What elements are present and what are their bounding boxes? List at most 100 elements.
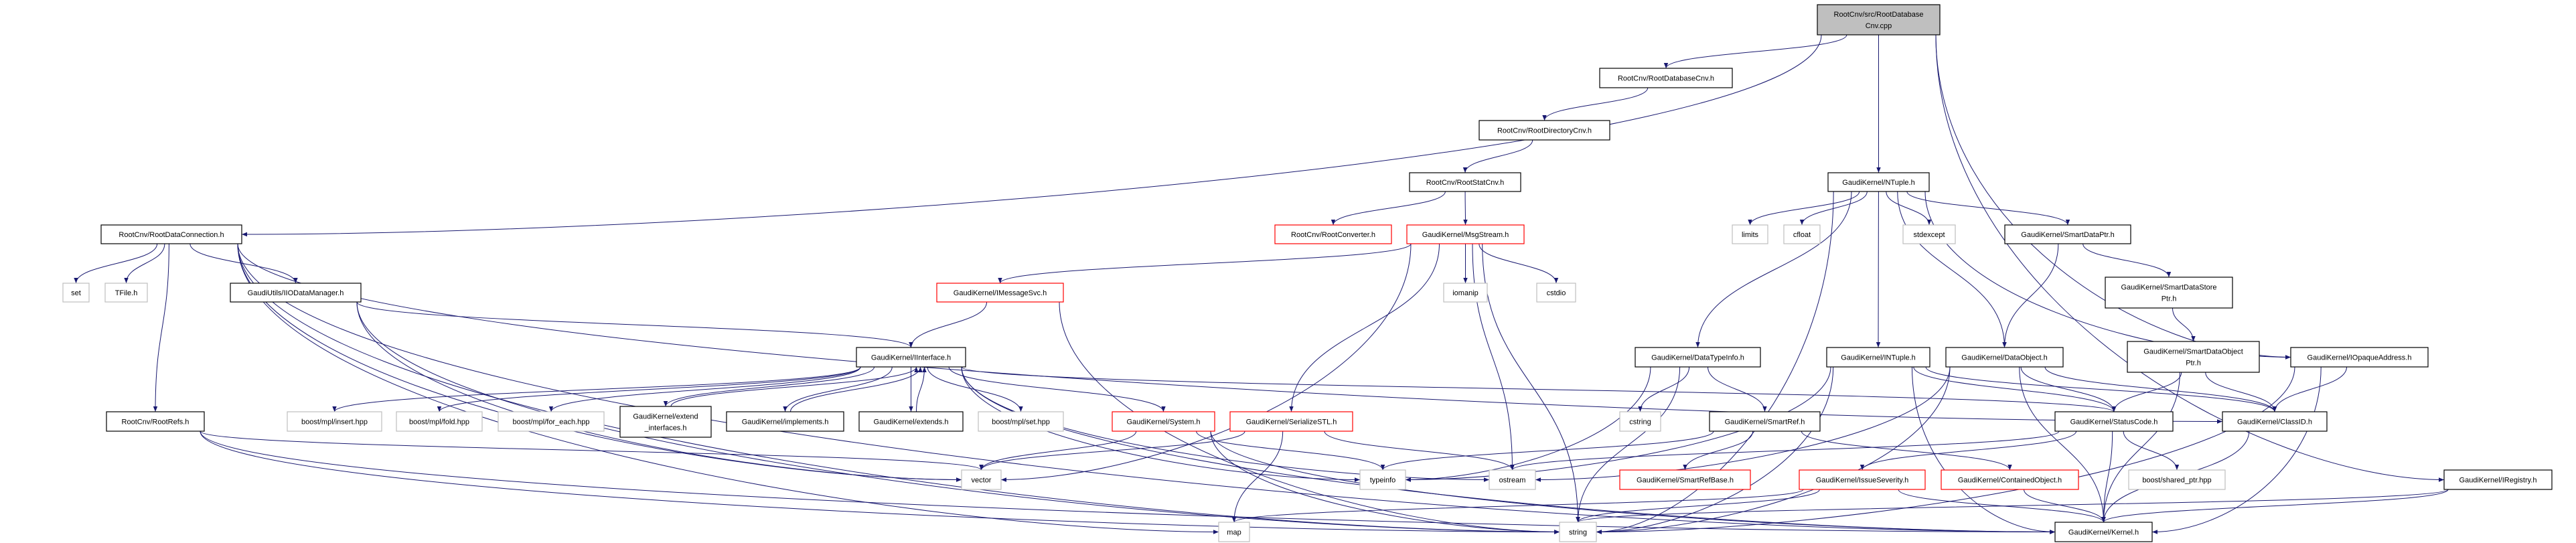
node-ntuple[interactable]: GaudiKernel/NTuple.h — [1827, 172, 1930, 192]
node-typeinfo[interactable]: typeinfo — [1359, 469, 1406, 490]
edge-intuple-to-typeinfo — [1405, 366, 1831, 482]
node-cfloat[interactable]: cfloat — [1783, 224, 1821, 244]
node-label: RootCnv/RootDataConnection.h — [119, 231, 224, 239]
edge-dti-to-cstring — [1638, 366, 1690, 412]
node-sdsptr[interactable]: GaudiKernel/SmartDataStore Ptr.h — [2105, 277, 2233, 309]
node-label: RootCnv/RootDirectoryCnv.h — [1497, 127, 1592, 135]
nodes-layer: RootCnv/src/RootDatabase Cnv.cpp RootCnv/R… — [62, 4, 2553, 542]
node-label: cstring — [1629, 418, 1651, 426]
edge-extends-to-iinterface — [916, 366, 927, 412]
node-label: GaudiKernel/INTuple.h — [1841, 354, 1916, 362]
node-extends[interactable]: GaudiKernel/extends.h — [858, 411, 964, 432]
node-mset[interactable]: boost/mpl/set.hpp — [978, 411, 1064, 432]
node-label: map — [1227, 529, 1241, 537]
node-label: typeinfo — [1370, 477, 1396, 485]
node-iiodm[interactable]: GaudiUtils/IIODataManager.h — [230, 283, 362, 303]
node-sdoptr[interactable]: GaudiKernel/SmartDataObject Ptr.h — [2127, 341, 2260, 373]
edge-ntuple-to-dti — [1695, 191, 1852, 348]
node-serstl[interactable]: GaudiKernel/SerializeSTL.h — [1229, 411, 1353, 432]
node-sdptr[interactable]: GaudiKernel/SmartDataPtr.h — [2004, 224, 2131, 244]
node-cstring[interactable]: cstring — [1619, 411, 1661, 432]
node-extif[interactable]: GaudiKernel/extend _interfaces.h — [619, 406, 712, 438]
edge-sdptr-to-dataobj — [2002, 243, 2059, 348]
node-box — [106, 411, 205, 432]
node-label: RootCnv/RootDatabaseCnv.h — [1618, 75, 1714, 83]
node-box — [2127, 341, 2260, 373]
node-box — [726, 411, 844, 432]
node-label: stdexcept — [1913, 231, 1945, 239]
node-kernel[interactable]: GaudiKernel/Kernel.h — [2054, 522, 2153, 542]
edge-iinterface-to-system — [948, 366, 1166, 412]
node-rdataconn[interactable]: RootCnv/RootDataConnection.h — [100, 224, 242, 244]
edge-rootrefs-to-vector — [200, 431, 984, 471]
node-mfold[interactable]: boost/mpl/fold.hpp — [396, 411, 483, 432]
node-rdbcnv[interactable]: RootCnv/RootDatabaseCnv.h — [1599, 68, 1733, 88]
node-string[interactable]: string — [1559, 522, 1597, 542]
node-box — [1732, 224, 1768, 244]
node-srbase[interactable]: GaudiKernel/SmartRefBase.h — [1619, 469, 1751, 490]
node-root[interactable]: RootCnv/src/RootDatabase Cnv.cpp — [1817, 4, 1941, 35]
node-sharedptr[interactable]: boost/shared_ptr.hpp — [2128, 469, 2226, 490]
edge-iiodm-to-iinterface — [356, 301, 913, 348]
edge-iregistry-to-kernel — [2101, 489, 2449, 523]
node-set[interactable]: set — [62, 283, 90, 303]
node-rconv[interactable]: RootCnv/RootConverter.h — [1274, 224, 1392, 244]
edge-ntuple-to-iopaque — [1924, 191, 2291, 360]
node-limits[interactable]: limits — [1732, 224, 1768, 244]
edge-rdircnv-to-rstatcnv — [1462, 139, 1533, 173]
node-box — [1536, 283, 1576, 303]
edge-rootrefs-to-kernel — [200, 431, 2056, 534]
node-box — [104, 283, 148, 303]
node-box — [858, 411, 964, 432]
node-vector[interactable]: vector — [961, 469, 1002, 490]
node-iopaque[interactable]: GaudiKernel/IOpaqueAddress.h — [2290, 347, 2429, 368]
node-label: _interfaces.h — [644, 424, 687, 433]
edge-msgstream-to-ostream — [1472, 243, 1515, 471]
node-classid[interactable]: GaudiKernel/ClassID.h — [2222, 411, 2328, 432]
node-ostream[interactable]: ostream — [1489, 469, 1536, 490]
node-iinterface[interactable]: GaudiKernel/IInterface.h — [856, 347, 966, 368]
node-stdexcept[interactable]: stdexcept — [1902, 224, 1956, 244]
edge-iiodm-to-vector — [356, 301, 962, 482]
node-box — [1902, 224, 1956, 244]
node-rstatcnv[interactable]: RootCnv/RootStatCnv.h — [1409, 172, 1521, 192]
node-mforeach[interactable]: boost/mpl/for_each.hpp — [498, 411, 605, 432]
node-issev[interactable]: GaudiKernel/IssueSeverity.h — [1799, 469, 1926, 490]
edge-ntuple-to-cfloat — [1799, 191, 1868, 226]
node-cstdio[interactable]: cstdio — [1536, 283, 1576, 303]
node-box — [2054, 522, 2153, 542]
node-label: Ptr.h — [2186, 360, 2201, 368]
node-imsgsvc[interactable]: GaudiKernel/IMessageSvc.h — [936, 283, 1064, 303]
node-box — [1489, 469, 1536, 490]
node-rootrefs[interactable]: RootCnv/RootRefs.h — [106, 411, 205, 432]
node-map[interactable]: map — [1218, 522, 1250, 542]
node-dti[interactable]: GaudiKernel/DataTypeInfo.h — [1635, 347, 1761, 368]
edge-imsgsvc-to-string — [1059, 301, 1560, 534]
edge-iinterface-to-minsert — [332, 366, 861, 412]
node-label: GaudiKernel/System.h — [1126, 418, 1200, 426]
node-intuple[interactable]: GaudiKernel/INTuple.h — [1826, 347, 1930, 368]
edge-intuple-to-string — [1596, 366, 1834, 534]
node-iregistry[interactable]: GaudiKernel/IRegistry.h — [2443, 469, 2553, 490]
node-system[interactable]: GaudiKernel/System.h — [1112, 411, 1215, 432]
node-msgstream[interactable]: GaudiKernel/MsgStream.h — [1406, 224, 1525, 244]
node-iomanip[interactable]: iomanip — [1443, 283, 1488, 303]
node-label: limits — [1742, 231, 1759, 239]
node-tfile[interactable]: TFile.h — [104, 283, 148, 303]
edge-rdataconn-to-tfile — [124, 243, 165, 284]
edge-rdataconn-to-map — [237, 243, 1219, 534]
node-statuscode[interactable]: GaudiKernel/StatusCode.h — [2054, 411, 2174, 432]
node-dataobj[interactable]: GaudiKernel/DataObject.h — [1945, 347, 2064, 368]
node-label: GaudiKernel/SmartDataPtr.h — [2021, 231, 2114, 239]
edge-dataobj-to-ostream — [1535, 366, 1951, 482]
node-smartref[interactable]: GaudiKernel/SmartRef.h — [1709, 411, 1821, 432]
node-label: cfloat — [1793, 231, 1811, 239]
edge-sdoptr-to-classid — [2205, 372, 2277, 412]
node-box — [1479, 120, 1610, 141]
node-rdircnv[interactable]: RootCnv/RootDirectoryCnv.h — [1479, 120, 1610, 141]
node-label: GaudiKernel/extends.h — [874, 418, 949, 426]
node-label: RootCnv/RootConverter.h — [1291, 231, 1375, 239]
node-implements[interactable]: GaudiKernel/implements.h — [726, 411, 844, 432]
node-contobj[interactable]: GaudiKernel/ContainedObject.h — [1941, 469, 2079, 490]
node-minsert[interactable]: boost/mpl/insert.hpp — [287, 411, 382, 432]
